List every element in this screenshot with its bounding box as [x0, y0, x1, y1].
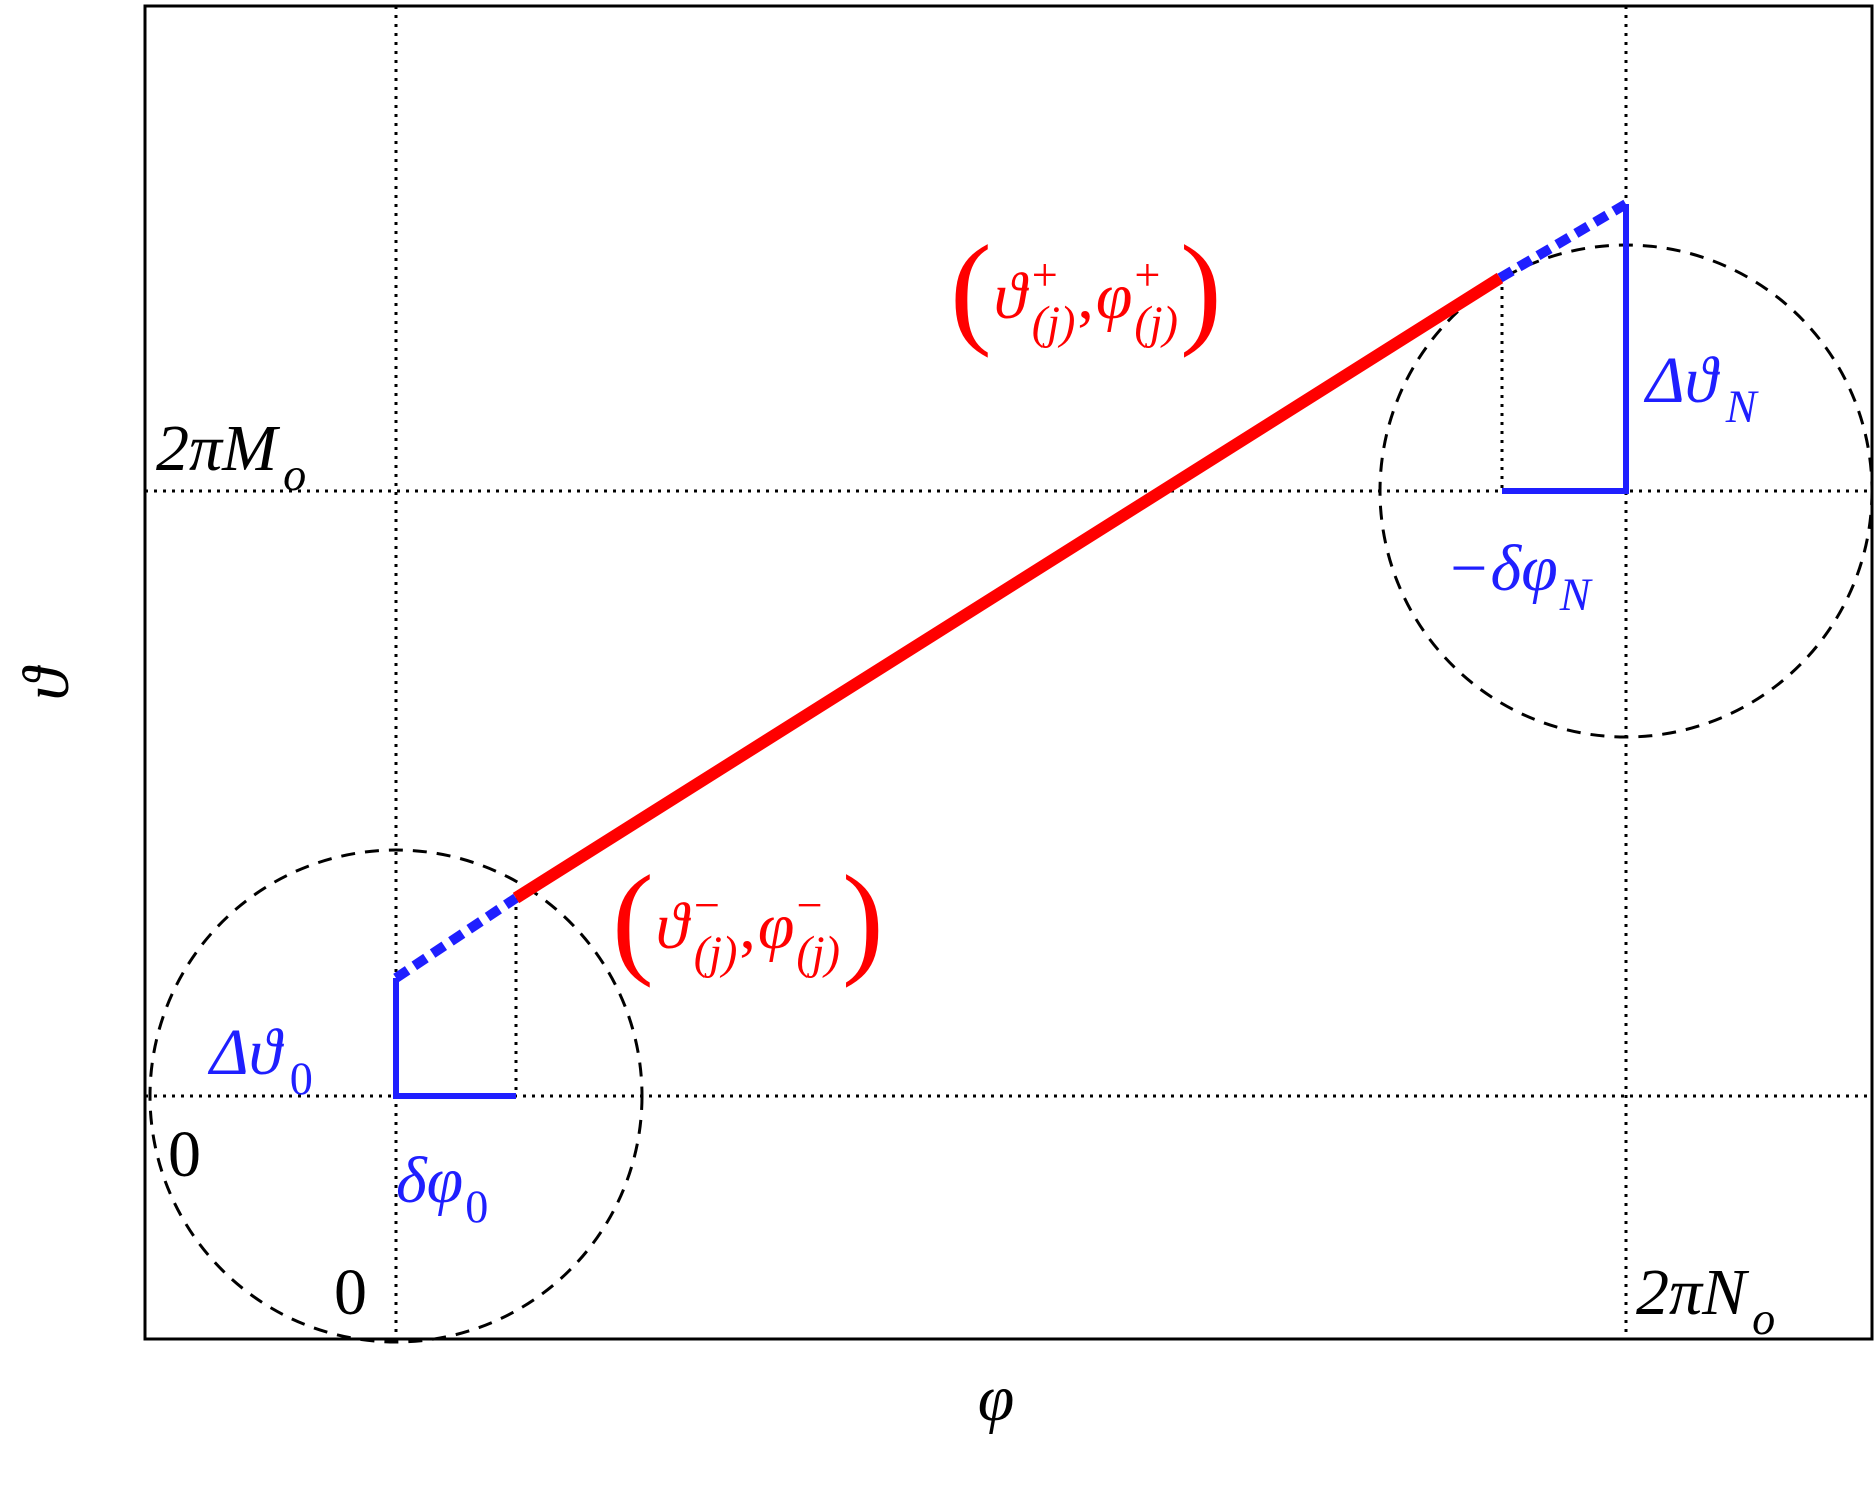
- label-part: ,: [1077, 260, 1094, 333]
- offset-label: Δϑ N: [1643, 344, 1759, 432]
- label-part: Δϑ: [207, 1016, 285, 1089]
- label-part: N: [1559, 569, 1593, 620]
- label-part: N: [1725, 381, 1759, 432]
- offset-bracket: [1502, 204, 1629, 494]
- tick-label: 0: [168, 1118, 201, 1191]
- label-part: −: [796, 879, 822, 930]
- label-part: φ: [1096, 260, 1133, 333]
- label-part: ,: [739, 890, 756, 963]
- offset-label: δφ 0: [396, 1144, 488, 1232]
- label-part: 0: [465, 1181, 488, 1232]
- label-part: +: [1134, 249, 1160, 300]
- label-part: (j): [694, 927, 738, 978]
- offset-label: Δϑ 0: [207, 1016, 313, 1104]
- offset-bracket: [393, 978, 516, 1099]
- point-label: (ϑ −(j), φ −(j)): [612, 850, 884, 989]
- tick-label: 2πN o: [1636, 1256, 1775, 1344]
- label-part: o: [283, 449, 306, 500]
- label-part: 2πN: [1636, 1256, 1750, 1329]
- segment: [512, 272, 1504, 904]
- label-part: (j): [1032, 297, 1076, 348]
- label-part: (j): [796, 927, 840, 978]
- label-part: ): [842, 850, 884, 989]
- offset-label: −δφ N: [1446, 532, 1593, 620]
- extension: [393, 893, 519, 983]
- label-part: o: [1752, 1293, 1775, 1344]
- label-part: φ: [758, 890, 795, 963]
- label-part: ϑ: [994, 260, 1030, 333]
- label-part: ): [1180, 220, 1222, 359]
- label-part: ϑ: [656, 890, 692, 963]
- label-part: 2πM: [156, 412, 281, 485]
- label-part: (: [612, 850, 654, 989]
- label-part: δφ: [396, 1144, 463, 1217]
- label-part: +: [1032, 249, 1058, 300]
- point-label: (ϑ +(j), φ +(j)): [950, 220, 1222, 359]
- tick-label: 2πM o: [156, 412, 306, 500]
- x-axis-label: φ: [978, 1362, 1015, 1435]
- label-part: (j): [1134, 297, 1178, 348]
- y-axis-label: ϑ: [10, 664, 83, 700]
- label-part: −δφ: [1446, 532, 1558, 605]
- extension: [1497, 199, 1629, 283]
- tick-label: 0: [334, 1256, 367, 1329]
- label-part: (: [950, 220, 992, 359]
- label-part: Δϑ: [1643, 344, 1721, 417]
- label-part: −: [694, 879, 720, 930]
- label-part: 0: [290, 1053, 313, 1104]
- circle: [148, 848, 644, 1344]
